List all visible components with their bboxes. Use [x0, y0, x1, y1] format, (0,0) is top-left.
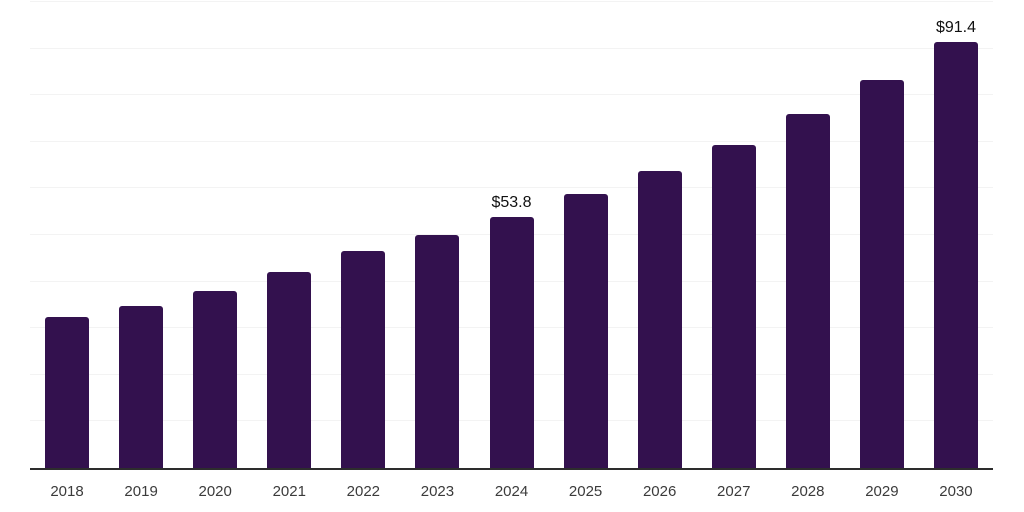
- bar-slot-2022: [326, 0, 400, 468]
- bar-slot-2018: [30, 0, 104, 468]
- bar-2029: [859, 79, 904, 468]
- bar-slot-2021: [252, 0, 326, 468]
- bar-2020: [193, 291, 238, 468]
- bar-slot-2030: $91.4: [919, 0, 993, 468]
- bar-slot-2029: [845, 0, 919, 468]
- bar-slot-2020: [178, 0, 252, 468]
- bar-2019: [119, 305, 164, 468]
- gridline: [30, 140, 993, 142]
- x-tick-label-2028: 2028: [791, 482, 825, 500]
- x-tick-label-2018: 2018: [50, 482, 84, 500]
- bar-2021: [267, 272, 312, 468]
- bar-slot-2028: [771, 0, 845, 468]
- bar-slot-2025: [549, 0, 623, 468]
- gridline: [30, 1, 993, 2]
- x-tick-label-2020: 2020: [198, 482, 232, 500]
- x-tick-label-2021: 2021: [272, 482, 306, 500]
- bar-slot-2024: $53.8: [474, 0, 548, 468]
- bar-2025: [563, 194, 608, 468]
- x-tick-label-2030: 2030: [939, 482, 973, 500]
- bar-2022: [341, 251, 386, 468]
- x-tick-label-2024: 2024: [494, 482, 529, 500]
- plot-area: $53.8 $91.4: [30, 0, 993, 470]
- x-tick-label-2026: 2026: [642, 482, 677, 500]
- x-tick-label-2023: 2023: [420, 482, 455, 500]
- x-tick-label-2022: 2022: [346, 482, 381, 500]
- gridline: [30, 187, 993, 189]
- x-tick-label-2029: 2029: [865, 482, 899, 500]
- bar-slot-2019: [104, 0, 178, 468]
- bars-row: $53.8 $91.4: [30, 0, 993, 468]
- x-axis-tick-labels: 2018 2019 2020 2021 2022 2023 2024 2025 2026 2027…: [30, 470, 993, 512]
- bar-slot-2026: [623, 0, 697, 468]
- bar-2023: [415, 235, 460, 468]
- bar-2026: [637, 171, 682, 468]
- bar-2030: [933, 42, 978, 468]
- bar-slot-2027: [697, 0, 771, 468]
- x-tick-label-2019: 2019: [124, 482, 158, 500]
- gridline: [30, 47, 993, 49]
- bar-value-label-2024: $53.8: [491, 194, 532, 212]
- bar-2024: [489, 217, 534, 468]
- gridline: [30, 94, 993, 96]
- bar-2028: [785, 113, 830, 468]
- bar-slot-2023: [400, 0, 474, 468]
- bar-2018: [45, 317, 90, 468]
- x-tick-label-2027: 2027: [717, 482, 751, 500]
- bar-2027: [711, 144, 756, 468]
- x-tick-label-2025: 2025: [568, 482, 603, 500]
- bar-value-label-2030: $91.4: [935, 19, 976, 37]
